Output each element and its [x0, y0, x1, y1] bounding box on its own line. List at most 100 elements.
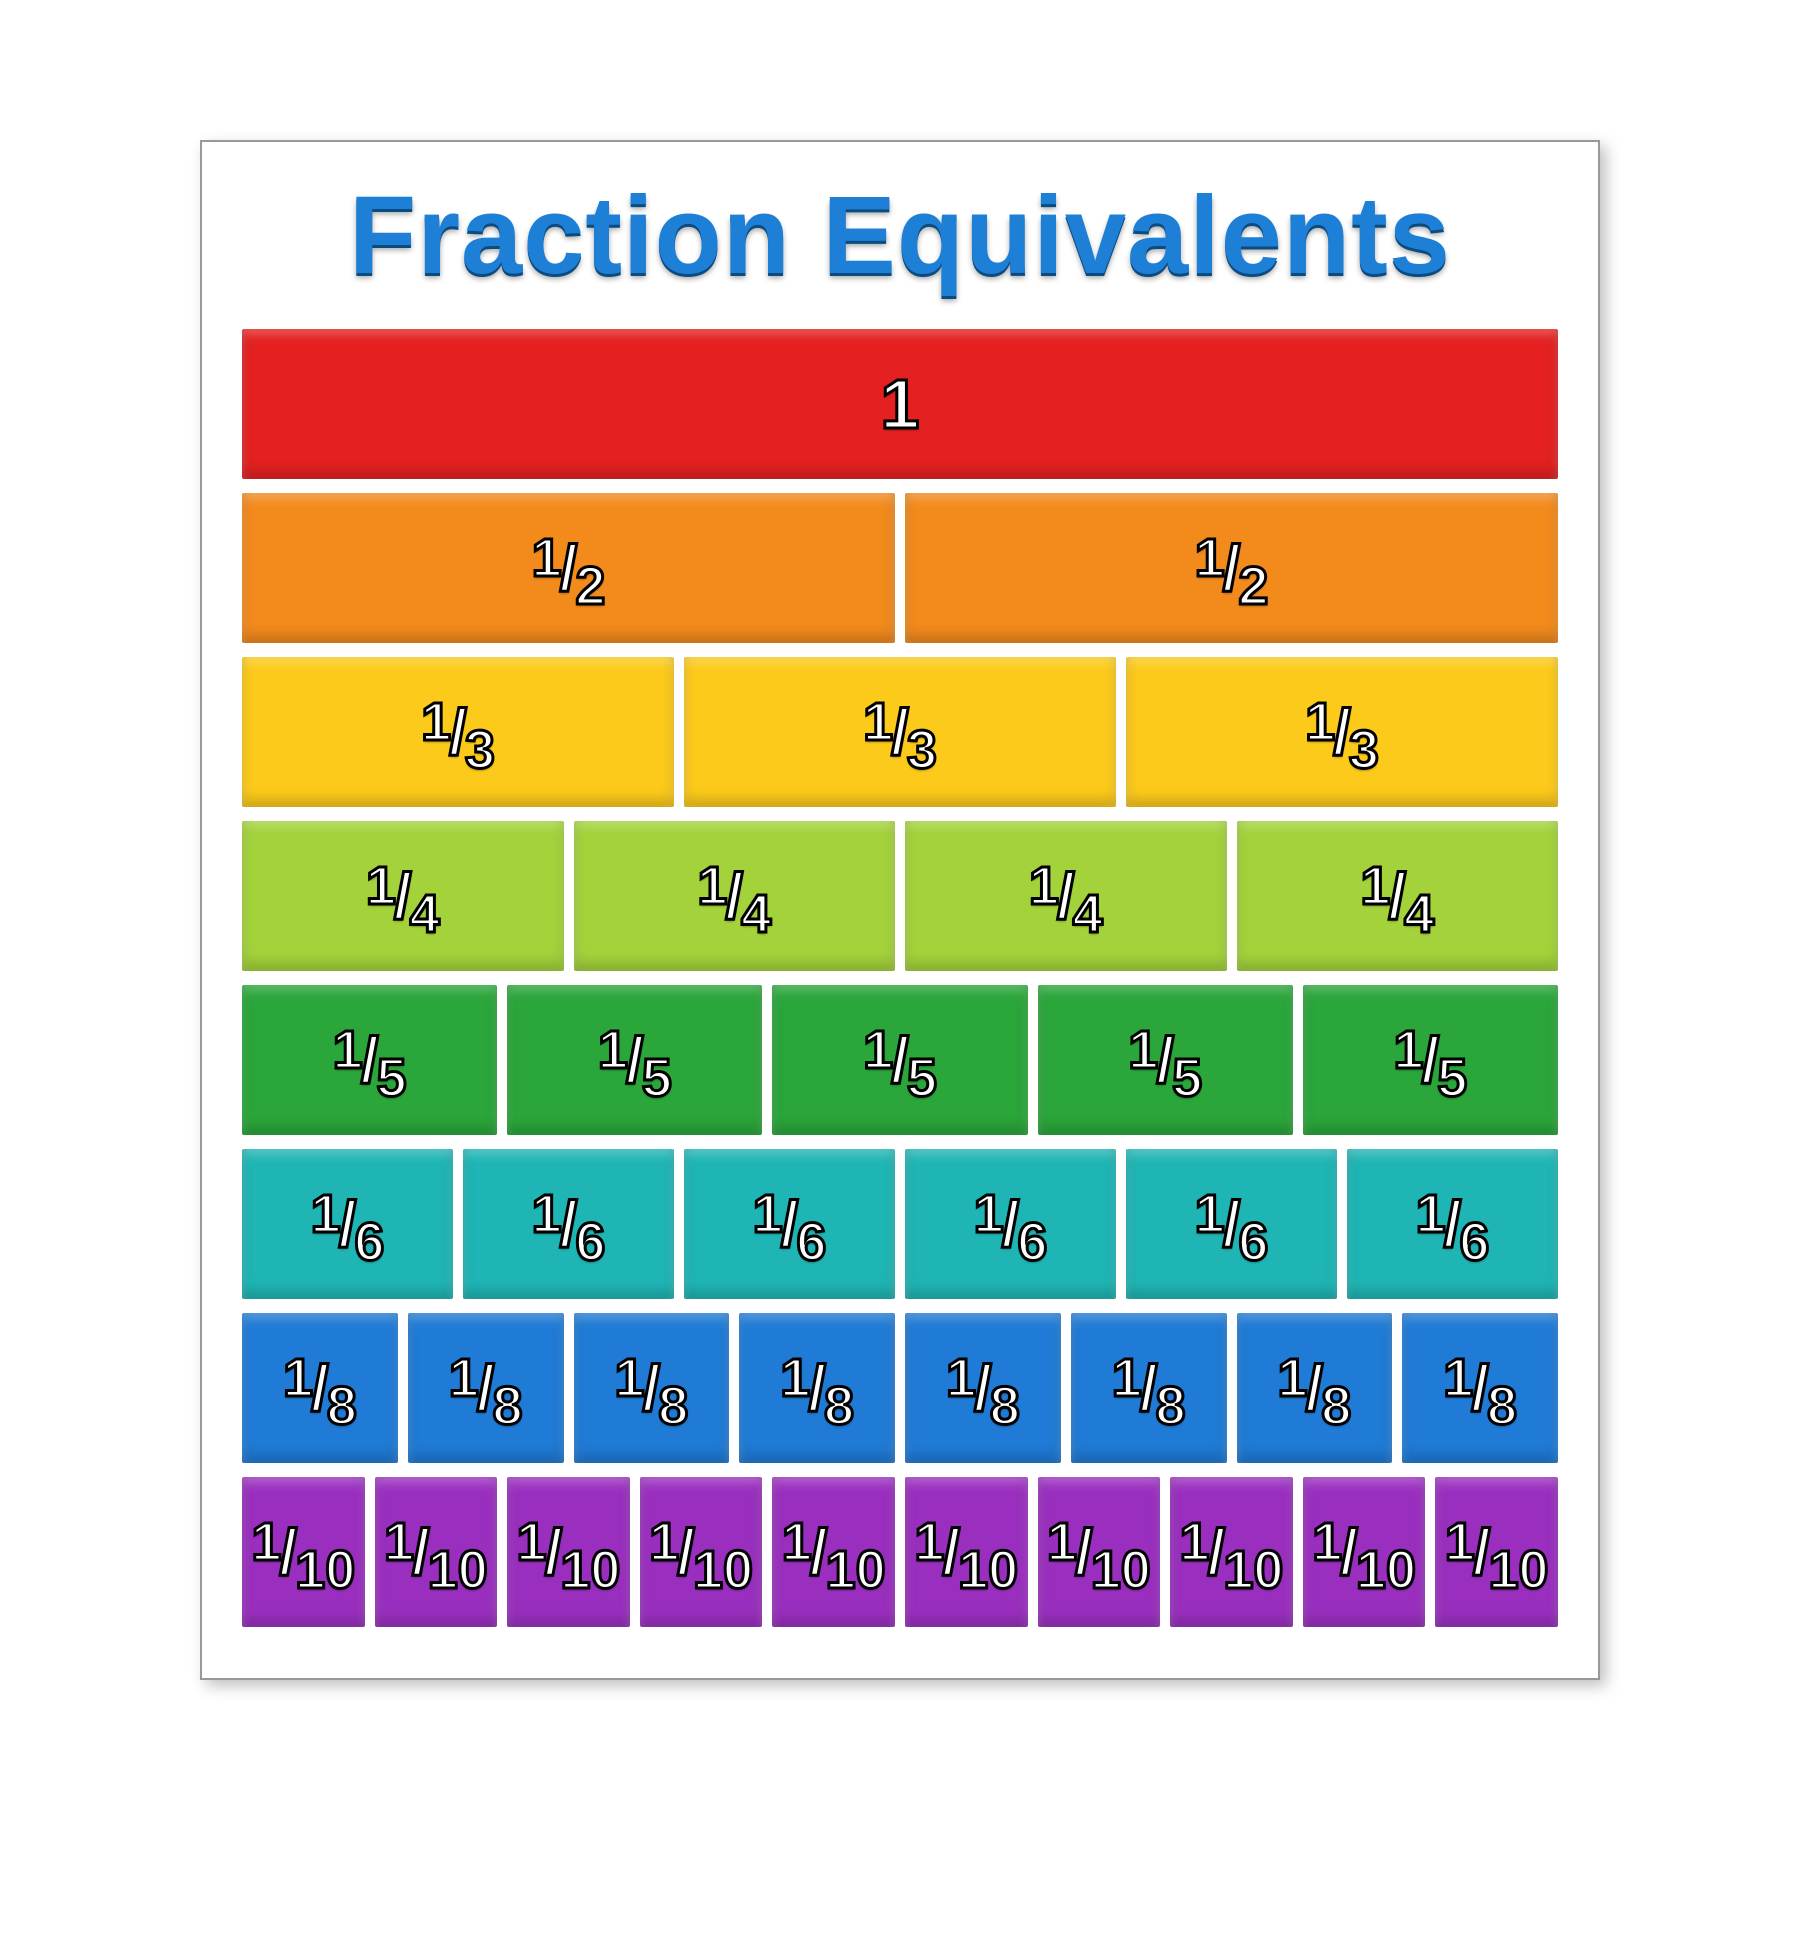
poster-title: Fraction Equivalents: [242, 172, 1558, 299]
fraction-numerator: 1: [1416, 1187, 1446, 1241]
fraction-numerator: 1: [863, 1023, 893, 1077]
fraction-denominator: 4: [1073, 887, 1103, 941]
fraction-numerator: 1: [1312, 1515, 1342, 1569]
fraction-label: 1/5: [863, 1028, 937, 1092]
fraction-denominator: 5: [1172, 1051, 1202, 1105]
fraction-numerator: 1: [449, 1351, 479, 1405]
fraction-label: 1/8: [946, 1356, 1020, 1420]
fraction-label: 1/8: [780, 1356, 854, 1420]
fraction-cell: 1/5: [242, 985, 497, 1135]
fraction-numerator: 1: [1195, 1187, 1225, 1241]
fraction-numerator: 1: [1393, 1023, 1423, 1077]
fraction-denominator: 8: [1156, 1379, 1186, 1433]
fraction-label: 1/2: [1195, 536, 1269, 600]
fraction-denominator: 3: [1349, 723, 1379, 777]
fraction-cell: 1/8: [408, 1313, 564, 1463]
fraction-label: 1/6: [1416, 1192, 1490, 1256]
fraction-label: 1/10: [914, 1520, 1018, 1584]
fraction-denominator: 10: [1489, 1543, 1549, 1597]
fraction-label: 1/4: [1360, 864, 1434, 928]
fraction-numerator: 1: [1195, 531, 1225, 585]
fraction-cell: 1/8: [1071, 1313, 1227, 1463]
fraction-numerator: 1: [532, 1187, 562, 1241]
fraction-label: 1/10: [384, 1520, 488, 1584]
fraction-numerator: 1: [782, 1515, 812, 1569]
fraction-denominator: 6: [1017, 1215, 1047, 1269]
fraction-denominator: 6: [1238, 1215, 1268, 1269]
fraction-numerator: 1: [914, 1515, 944, 1569]
fraction-cell: 1/8: [905, 1313, 1061, 1463]
fraction-label: 1/5: [598, 1028, 672, 1092]
fraction-numerator: 1: [333, 1023, 363, 1077]
fraction-denominator: 5: [907, 1051, 937, 1105]
fraction-label: 1/6: [1195, 1192, 1269, 1256]
fraction-numerator: 1: [863, 695, 893, 749]
fraction-cell: 1/5: [772, 985, 1027, 1135]
fraction-cell: 1/6: [905, 1149, 1116, 1299]
fraction-cell: 1/8: [242, 1313, 398, 1463]
fraction-denominator: 8: [658, 1379, 688, 1433]
fraction-label: 1/3: [421, 700, 495, 764]
fraction-cell: 1/4: [905, 821, 1227, 971]
fraction-numerator: 1: [974, 1187, 1004, 1241]
fraction-row-3: 1/31/31/3: [242, 657, 1558, 807]
fraction-numerator: 1: [649, 1515, 679, 1569]
fraction-cell: 1/5: [1038, 985, 1293, 1135]
fraction-numerator: 1: [1047, 1515, 1077, 1569]
fraction-rows: 11/21/21/31/31/31/41/41/41/41/51/51/51/5…: [242, 329, 1558, 1627]
fraction-numerator: 1: [1029, 859, 1059, 913]
fraction-numerator: 1: [598, 1023, 628, 1077]
fraction-numerator: 1: [946, 1351, 976, 1405]
fraction-denominator: 6: [575, 1215, 605, 1269]
fraction-numerator: 1: [366, 859, 396, 913]
fraction-label: 1/5: [333, 1028, 407, 1092]
fraction-label: 1/8: [283, 1356, 357, 1420]
fraction-cell: 1/8: [739, 1313, 895, 1463]
fraction-denominator: 6: [354, 1215, 384, 1269]
fraction-denominator: 10: [560, 1543, 620, 1597]
fraction-denominator: 10: [295, 1543, 355, 1597]
fraction-denominator: 5: [642, 1051, 672, 1105]
fraction-cell: 1/10: [772, 1477, 895, 1627]
fraction-label: 1/10: [1445, 1520, 1549, 1584]
fraction-label: 1/10: [517, 1520, 621, 1584]
fraction-denominator: 10: [428, 1543, 488, 1597]
fraction-cell: 1/10: [375, 1477, 498, 1627]
fraction-denominator: 10: [1091, 1543, 1151, 1597]
fraction-cell: 1/3: [242, 657, 674, 807]
fraction-cell: 1/8: [574, 1313, 730, 1463]
fraction-label: 1/10: [251, 1520, 355, 1584]
fraction-label: 1/3: [863, 700, 937, 764]
fraction-label: 1/8: [1112, 1356, 1186, 1420]
fraction-numerator: 1: [532, 531, 562, 585]
fraction-cell: 1/4: [1237, 821, 1559, 971]
fraction-row-2: 1/21/2: [242, 493, 1558, 643]
fraction-numerator: 1: [1128, 1023, 1158, 1077]
fraction-cell: 1/10: [905, 1477, 1028, 1627]
fraction-label: 1/8: [1277, 1356, 1351, 1420]
fraction-numerator: 1: [283, 1351, 313, 1405]
fraction-cell: 1/10: [640, 1477, 763, 1627]
fraction-cell: 1/6: [1126, 1149, 1337, 1299]
fraction-row-4: 1/41/41/41/4: [242, 821, 1558, 971]
fraction-label-whole: 1: [881, 364, 920, 444]
fraction-denominator: 10: [693, 1543, 753, 1597]
fraction-label: 1/8: [1443, 1356, 1517, 1420]
fraction-numerator: 1: [421, 695, 451, 749]
fraction-label: 1/10: [649, 1520, 753, 1584]
fraction-denominator: 8: [1487, 1379, 1517, 1433]
fraction-denominator: 2: [575, 559, 605, 613]
fraction-numerator: 1: [697, 859, 727, 913]
fraction-row-5: 1/51/51/51/51/5: [242, 985, 1558, 1135]
fraction-label: 1/6: [532, 1192, 606, 1256]
fraction-cell: 1/6: [242, 1149, 453, 1299]
fraction-label: 1/6: [753, 1192, 827, 1256]
fraction-cell: 1/4: [574, 821, 896, 971]
fraction-numerator: 1: [1180, 1515, 1210, 1569]
fraction-cell: 1/8: [1237, 1313, 1393, 1463]
fraction-denominator: 4: [1404, 887, 1434, 941]
fraction-numerator: 1: [1305, 695, 1335, 749]
fraction-denominator: 10: [958, 1543, 1018, 1597]
fraction-label: 1/4: [1029, 864, 1103, 928]
fraction-numerator: 1: [1277, 1351, 1307, 1405]
